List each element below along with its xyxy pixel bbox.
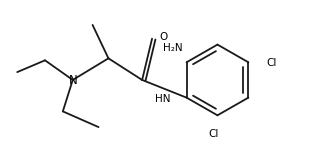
- Text: Cl: Cl: [208, 129, 219, 139]
- Text: H₂N: H₂N: [163, 43, 183, 53]
- Text: N: N: [68, 74, 77, 87]
- Text: HN: HN: [155, 94, 171, 104]
- Text: O: O: [159, 32, 167, 42]
- Text: Cl: Cl: [266, 58, 277, 68]
